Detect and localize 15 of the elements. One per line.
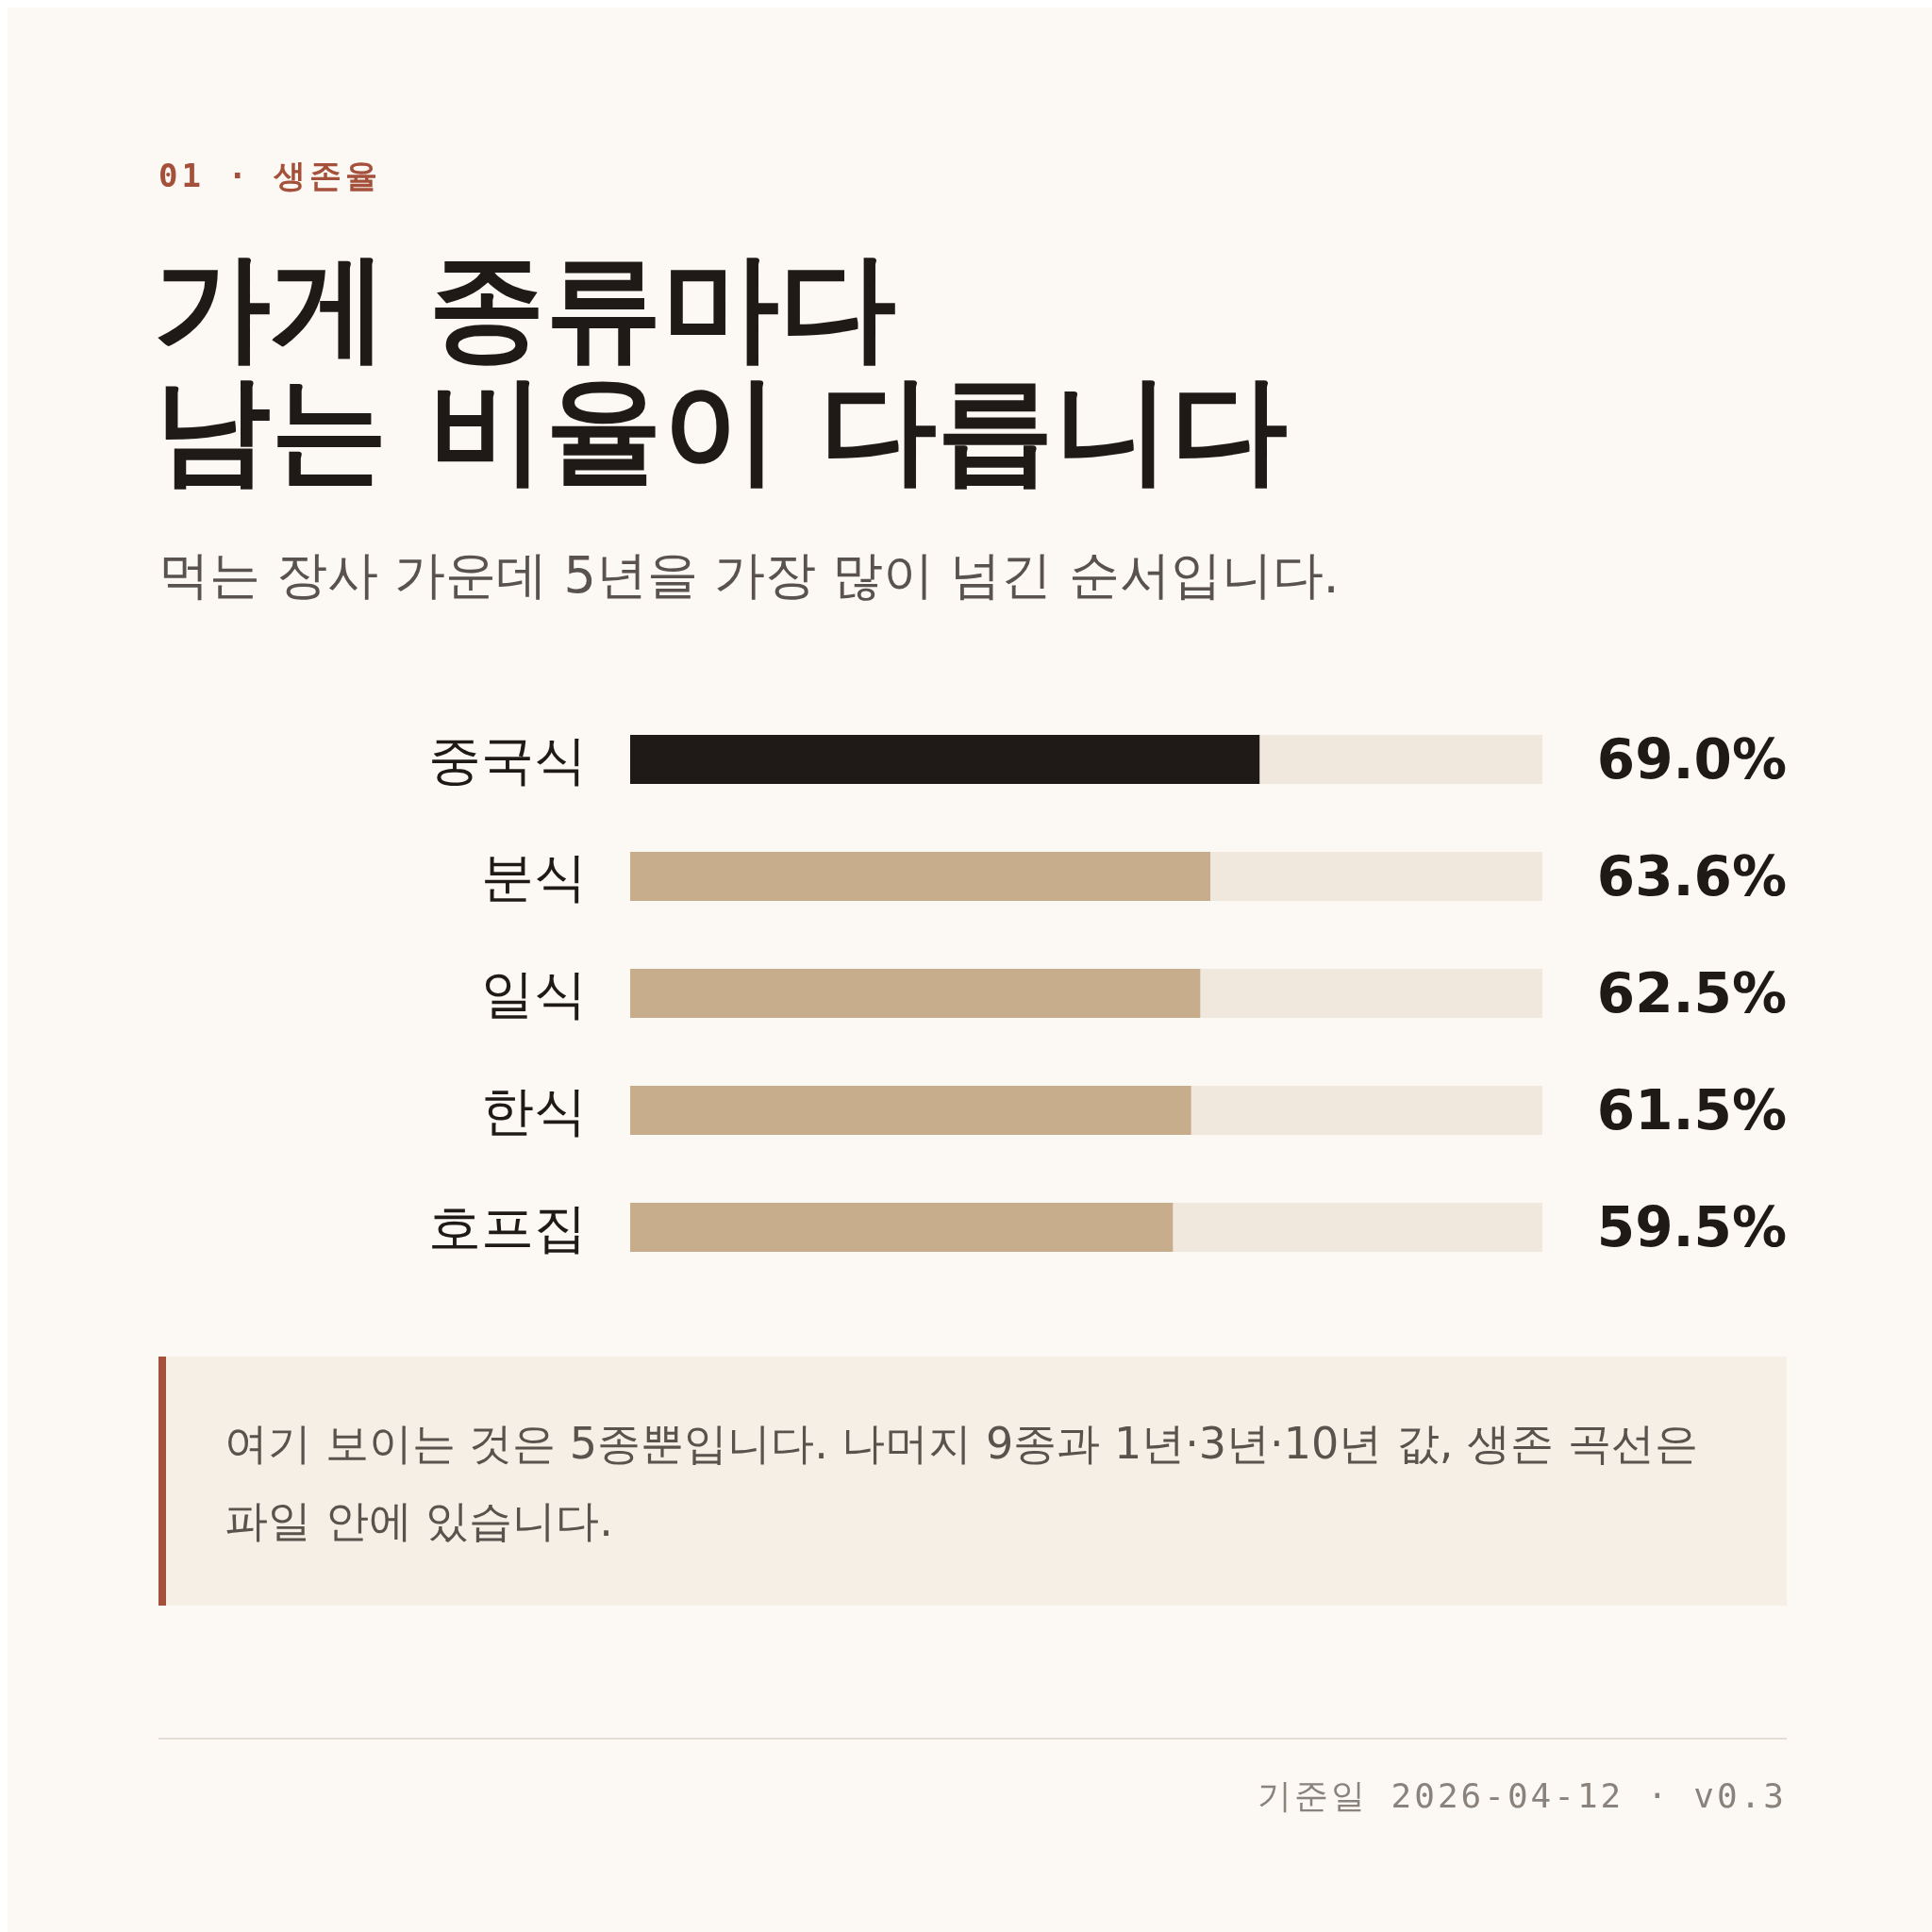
- y-tick-label: 호프집: [428, 1196, 587, 1258]
- data-label: 59.5%: [1596, 1195, 1787, 1260]
- data-label: 69.0%: [1596, 727, 1787, 792]
- chart-subtitle: 먹는 장사 가운데 5년을 가장 많이 넘긴 순서입니다.: [158, 545, 1340, 605]
- y-tick-label: 중국식: [428, 728, 587, 791]
- text: 여기 보이는 것은 5종뿐입니다. 나머지 9종과 1년·3년·10년 값, 생존 곡선은 파일 안에 있습니다.: [225, 1418, 1698, 1546]
- chart-title: 가게 종류마다 남는 비율이 다릅니다: [154, 239, 1289, 497]
- data-label: 62.5%: [1596, 961, 1787, 1026]
- data-label: 61.5%: [1596, 1078, 1787, 1143]
- y-tick-label: 분식: [481, 845, 587, 908]
- text: 기준일 2026-04-12 · v0.3: [1257, 1776, 1787, 1815]
- data-label: 63.6%: [1596, 844, 1787, 909]
- text: 01 · 생존율: [158, 157, 382, 194]
- y-tick-label: 한식: [481, 1079, 587, 1141]
- y-tick-label: 일식: [481, 962, 587, 1024]
